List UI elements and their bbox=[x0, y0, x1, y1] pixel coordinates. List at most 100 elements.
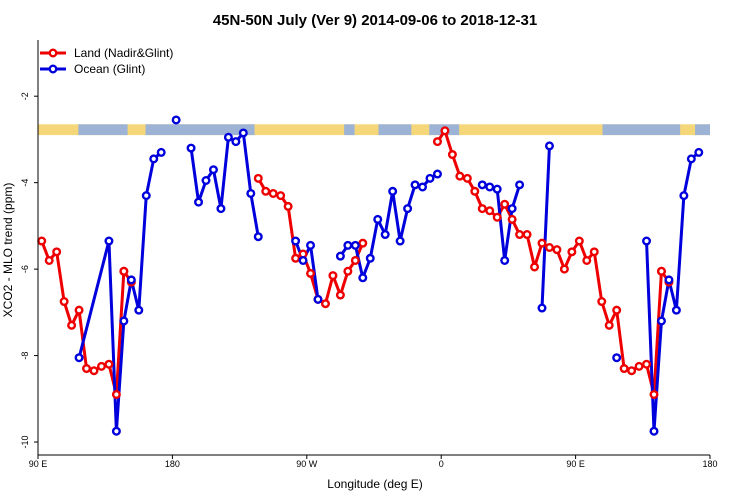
ocean-series-line bbox=[645, 151, 700, 433]
ocean-point bbox=[253, 232, 263, 242]
chart-title: 45N-50N July (Ver 9) 2014-09-06 to 2018-… bbox=[213, 12, 537, 29]
ocean-point bbox=[432, 169, 442, 179]
land-point bbox=[74, 305, 84, 315]
y-tick-label: -8 bbox=[20, 352, 30, 360]
ocean-point bbox=[388, 186, 398, 196]
ocean-point bbox=[298, 255, 308, 265]
land-point bbox=[649, 389, 659, 399]
map-strip-land bbox=[38, 124, 710, 136]
land-point bbox=[67, 320, 77, 330]
land-point bbox=[537, 238, 547, 248]
ocean-point bbox=[418, 182, 428, 192]
land-point bbox=[612, 305, 622, 315]
land-point bbox=[530, 262, 540, 272]
ocean-point bbox=[492, 184, 502, 194]
ocean-point bbox=[694, 147, 704, 157]
axes: 90 E 180 90 W 0 90 E 180 -2 -4 -6 -8 -10 bbox=[20, 40, 718, 469]
y-axis-label: XCO2 - MLO trend (ppm) bbox=[1, 183, 15, 318]
ocean-point bbox=[201, 175, 211, 185]
land-point bbox=[82, 364, 92, 374]
ocean-point bbox=[186, 143, 196, 153]
land-point bbox=[253, 173, 263, 183]
x-tick-label: 180 bbox=[702, 459, 717, 469]
ocean-point bbox=[306, 240, 316, 250]
land-point bbox=[522, 230, 532, 240]
ocean-point bbox=[119, 316, 129, 326]
legend-land-label: Land (Nadir&Glint) bbox=[74, 46, 173, 60]
land-point bbox=[552, 245, 562, 255]
ocean-point bbox=[134, 305, 144, 315]
ocean-point bbox=[74, 353, 84, 363]
ocean-point bbox=[515, 180, 525, 190]
series-lines bbox=[40, 129, 700, 433]
ocean-point bbox=[171, 115, 181, 125]
legend-ocean-label: Ocean (Glint) bbox=[74, 62, 145, 76]
ocean-point bbox=[141, 191, 151, 201]
land-point bbox=[507, 214, 517, 224]
land-point bbox=[328, 271, 338, 281]
ocean-point bbox=[671, 305, 681, 315]
land-point bbox=[455, 171, 465, 181]
land-point bbox=[44, 255, 54, 265]
ocean-point bbox=[500, 255, 510, 265]
land-point bbox=[306, 268, 316, 278]
land-point bbox=[104, 359, 114, 369]
ocean-point bbox=[686, 154, 696, 164]
land-point bbox=[559, 264, 569, 274]
ocean-point bbox=[642, 236, 652, 246]
series-points bbox=[37, 115, 704, 436]
ocean-point bbox=[104, 236, 114, 246]
ocean-point bbox=[373, 214, 383, 224]
ocean-point bbox=[365, 253, 375, 263]
ocean-series-line bbox=[540, 145, 551, 309]
map-strip-ocean bbox=[378, 124, 412, 136]
ocean-point bbox=[358, 273, 368, 283]
land-point bbox=[358, 238, 368, 248]
land-point bbox=[604, 320, 614, 330]
ocean-point bbox=[649, 426, 659, 436]
land-point bbox=[642, 359, 652, 369]
ocean-point bbox=[544, 141, 554, 151]
x-tick-label: 180 bbox=[165, 459, 180, 469]
map-strip bbox=[38, 124, 710, 136]
land-point bbox=[350, 255, 360, 265]
land-point bbox=[447, 150, 457, 160]
land-point bbox=[89, 366, 99, 376]
ocean-point bbox=[156, 147, 166, 157]
land-point bbox=[485, 206, 495, 216]
ocean-point bbox=[612, 353, 622, 363]
ocean-point bbox=[223, 132, 233, 142]
ocean-point bbox=[485, 182, 495, 192]
ocean-point bbox=[679, 191, 689, 201]
ocean-point bbox=[216, 204, 226, 214]
land-point bbox=[276, 191, 286, 201]
land-point bbox=[500, 199, 510, 209]
ocean-point bbox=[208, 165, 218, 175]
ocean-point bbox=[194, 197, 204, 207]
land-point bbox=[111, 389, 121, 399]
land-point bbox=[627, 366, 637, 376]
x-axis-label: Longitude (deg E) bbox=[327, 477, 422, 491]
land-point bbox=[515, 230, 525, 240]
ocean-point bbox=[126, 275, 136, 285]
legend: Land (Nadir&Glint) Ocean (Glint) bbox=[40, 46, 173, 76]
ocean-point bbox=[238, 128, 248, 138]
y-tick-label: -6 bbox=[20, 265, 30, 273]
land-point bbox=[59, 297, 69, 307]
x-tick-label: 90 E bbox=[566, 459, 585, 469]
ocean-point bbox=[395, 236, 405, 246]
ocean-point bbox=[246, 188, 256, 198]
land-point bbox=[470, 186, 480, 196]
map-strip-ocean bbox=[145, 124, 255, 136]
land-point bbox=[634, 361, 644, 371]
ocean-point bbox=[313, 294, 323, 304]
land-point bbox=[261, 186, 271, 196]
ocean-point bbox=[425, 173, 435, 183]
ocean-point bbox=[477, 180, 487, 190]
y-tick-label: -2 bbox=[20, 92, 30, 100]
ocean-point bbox=[149, 154, 159, 164]
land-point bbox=[96, 361, 106, 371]
land-point bbox=[589, 247, 599, 257]
land-point bbox=[597, 297, 607, 307]
ocean-point bbox=[291, 236, 301, 246]
